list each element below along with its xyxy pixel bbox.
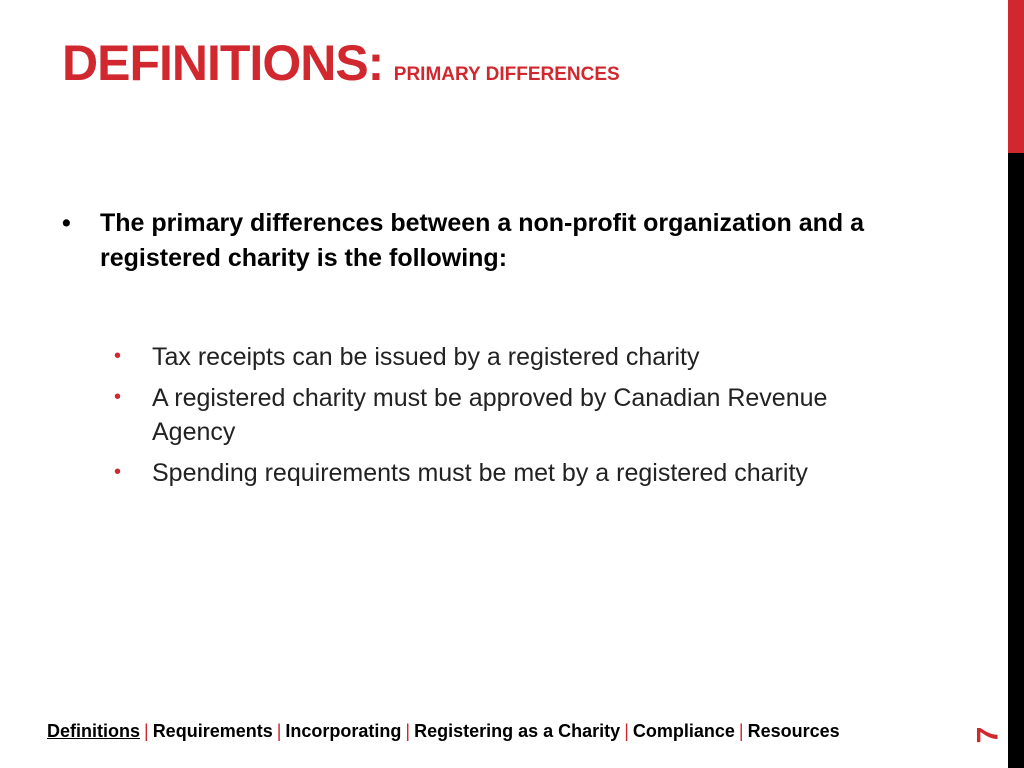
intro-text: The primary differences between a non-pr… (100, 209, 865, 272)
nav-link-registering[interactable]: Registering as a Charity (414, 721, 621, 741)
title-sub: PRIMARY DIFFERENCES (393, 64, 620, 85)
separator: | (405, 721, 411, 741)
list-item: • A registered charity must be approved b… (114, 381, 834, 449)
list-item-text: Tax receipts can be issued by a register… (152, 343, 700, 371)
separator: | (276, 721, 282, 741)
separator: | (144, 721, 149, 741)
nav-link-requirements[interactable]: Requirements (152, 721, 273, 741)
intro-bullet: • The primary differences between a non-… (62, 206, 922, 276)
accent-bar-red (1008, 0, 1024, 153)
nav-link-resources[interactable]: Resources (747, 721, 840, 741)
page-number: 7 (971, 726, 1005, 744)
sub-bullet-list: • Tax receipts can be issued by a registe… (114, 340, 834, 497)
nav-link-incorporating[interactable]: Incorporating (285, 721, 402, 741)
list-item-text: A registered charity must be approved by… (152, 384, 828, 446)
bullet-icon: • (114, 461, 122, 483)
footer-nav: Definitions | Requirements | Incorporating | R… (47, 721, 840, 742)
title-main: DEFINITIONS: (62, 35, 384, 91)
separator: | (624, 721, 629, 741)
slide-title: DEFINITIONS: PRIMARY DIFFERENCES (62, 34, 620, 92)
separator: | (738, 721, 744, 741)
bullet-icon: • (114, 386, 122, 408)
bullet-icon: • (62, 209, 71, 237)
accent-bar-black (1008, 153, 1024, 768)
nav-link-definitions[interactable]: Definitions (47, 721, 140, 741)
nav-link-compliance[interactable]: Compliance (632, 721, 735, 741)
list-item-text: Spending requirements must be met by a r… (152, 459, 808, 487)
list-item: • Spending requirements must be met by a … (114, 456, 834, 490)
bullet-icon: • (114, 345, 122, 367)
list-item: • Tax receipts can be issued by a registe… (114, 340, 834, 374)
